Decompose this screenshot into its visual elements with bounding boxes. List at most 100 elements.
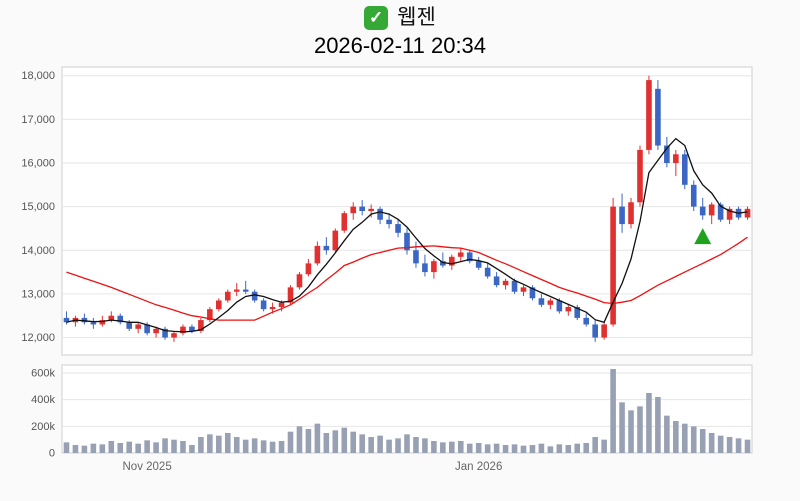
candle-body (565, 307, 572, 312)
volume-bar (493, 443, 500, 453)
volume-bar (350, 431, 357, 453)
volume-bar (717, 435, 724, 453)
volume-bar (413, 437, 419, 453)
volume-bar (63, 442, 70, 453)
volume-bar (431, 441, 437, 453)
volume-bar (108, 441, 115, 453)
candle-body (457, 252, 464, 257)
candle-body (404, 232, 410, 251)
candle-body (216, 300, 222, 310)
price-tick-label: 18,000 (21, 70, 55, 82)
volume-bar (242, 439, 249, 453)
volume-bar (81, 445, 88, 453)
volume-bar (449, 441, 455, 453)
candle-body (233, 289, 240, 292)
volume-bar (475, 443, 482, 453)
volume-bar (556, 444, 563, 453)
volume-bar (440, 442, 446, 453)
candle-body (681, 154, 688, 185)
candle-body (484, 267, 491, 277)
candle-body (431, 261, 437, 273)
buy-signal-triangle-icon (694, 228, 712, 245)
chart-timestamp: 2026-02-11 20:34 (313, 33, 487, 58)
volume-bar (117, 443, 124, 453)
candle-body (664, 145, 670, 163)
price-tick-label: 16,000 (21, 158, 55, 170)
volume-bar (610, 369, 616, 453)
volume-bar (664, 415, 670, 453)
volume-bar (726, 437, 733, 453)
stock-name-title: 웹젠 (397, 6, 436, 29)
candle-body (207, 309, 213, 321)
volume-bar (90, 443, 97, 453)
volume-bar (395, 438, 401, 453)
candle-body (538, 298, 545, 305)
candle-body (278, 302, 285, 307)
candle-body (583, 317, 590, 325)
candle-body (690, 184, 697, 207)
candle-body (368, 208, 374, 211)
candle-body (744, 208, 751, 218)
candle-body (395, 224, 401, 233)
candle-body (466, 252, 473, 262)
volume-bar (341, 427, 348, 453)
volume-bar (404, 434, 410, 453)
price-tick-label: 13,000 (21, 288, 55, 300)
candle-body (377, 208, 383, 220)
volume-bar (359, 434, 365, 453)
candle-body (260, 300, 267, 310)
volume-bar (153, 442, 159, 453)
candle-body (135, 324, 141, 329)
volume-bar (144, 440, 150, 453)
volume-tick-label: 600k (31, 368, 55, 380)
volume-bar (673, 421, 679, 453)
volume-bar (529, 445, 536, 453)
volume-bar (502, 445, 509, 453)
volume-bar (260, 440, 267, 453)
volume-bar (305, 429, 312, 453)
candle-body (440, 261, 446, 266)
volume-bar (690, 426, 697, 453)
volume-bar (189, 445, 195, 453)
volume-bar (368, 437, 374, 453)
volume-bar (386, 439, 392, 453)
candle-body (251, 291, 258, 301)
candle-body (144, 324, 150, 334)
candle-body (699, 206, 706, 216)
price-tick-label: 17,000 (21, 114, 55, 126)
volume-bar (565, 445, 572, 453)
candle-body (413, 250, 419, 264)
candle-body (296, 274, 303, 288)
volume-tick-label: 0 (49, 448, 55, 460)
volume-bar (655, 397, 661, 453)
volume-bar (135, 443, 141, 453)
ma-long-line (66, 236, 748, 321)
volume-bar (377, 435, 383, 453)
volume-bar (646, 393, 652, 453)
volume-bar (744, 439, 751, 453)
volume-bar (287, 431, 294, 453)
volume-bar (314, 423, 321, 453)
candle-body (717, 204, 724, 220)
stock-candlestick-chart: 12,000 13,000 14,000 15,000 16,000 17,000 18,0… (21, 66, 753, 473)
volume-bar (162, 438, 168, 453)
volume-bar (278, 441, 285, 453)
volume-bar (592, 437, 598, 453)
price-tick-label: 14,000 (21, 245, 55, 257)
candle-body (269, 307, 276, 310)
candle-body (655, 88, 661, 146)
volume-bar (224, 433, 231, 453)
candle-body (180, 326, 186, 334)
volume-tick-label: 200k (31, 421, 55, 433)
candle-body (619, 206, 625, 225)
volume-bar (538, 443, 545, 453)
volume-bar (574, 443, 581, 453)
candle-body (153, 328, 159, 334)
candle-body (726, 208, 733, 220)
volume-axis-labels: 0 200k 400k 600k (31, 368, 55, 460)
volume-bar (180, 441, 186, 453)
candle-body (502, 280, 509, 286)
volume-bar (457, 441, 464, 453)
volume-bar (681, 423, 688, 453)
candle-body (475, 261, 482, 268)
